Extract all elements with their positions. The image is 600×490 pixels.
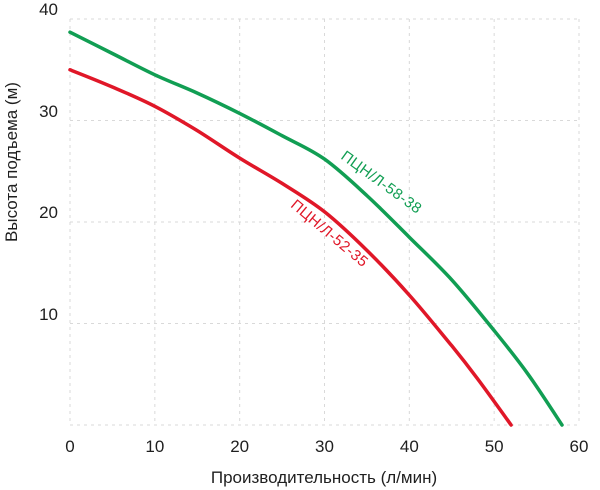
x-tick-label: 20 (230, 437, 250, 456)
x-tick-label: 10 (145, 437, 165, 456)
curve-red (68, 68, 513, 427)
curve-green (68, 30, 564, 427)
x-axis-title: Производительность (л/мин) (210, 468, 438, 487)
x-tick-label: 0 (65, 437, 75, 456)
x-tick-label: 50 (484, 437, 504, 456)
y-tick-label: 10 (39, 304, 58, 324)
y-tick-label: 30 (39, 101, 58, 121)
x-tick-label: 60 (569, 437, 589, 456)
x-tick-label: 40 (399, 437, 419, 456)
y-axis-title: Высота подъема (м) (2, 82, 21, 242)
y-tick-label: 20 (39, 203, 58, 222)
x-tick-label: 30 (315, 437, 334, 456)
y-tick-label: 40 (39, 0, 58, 19)
